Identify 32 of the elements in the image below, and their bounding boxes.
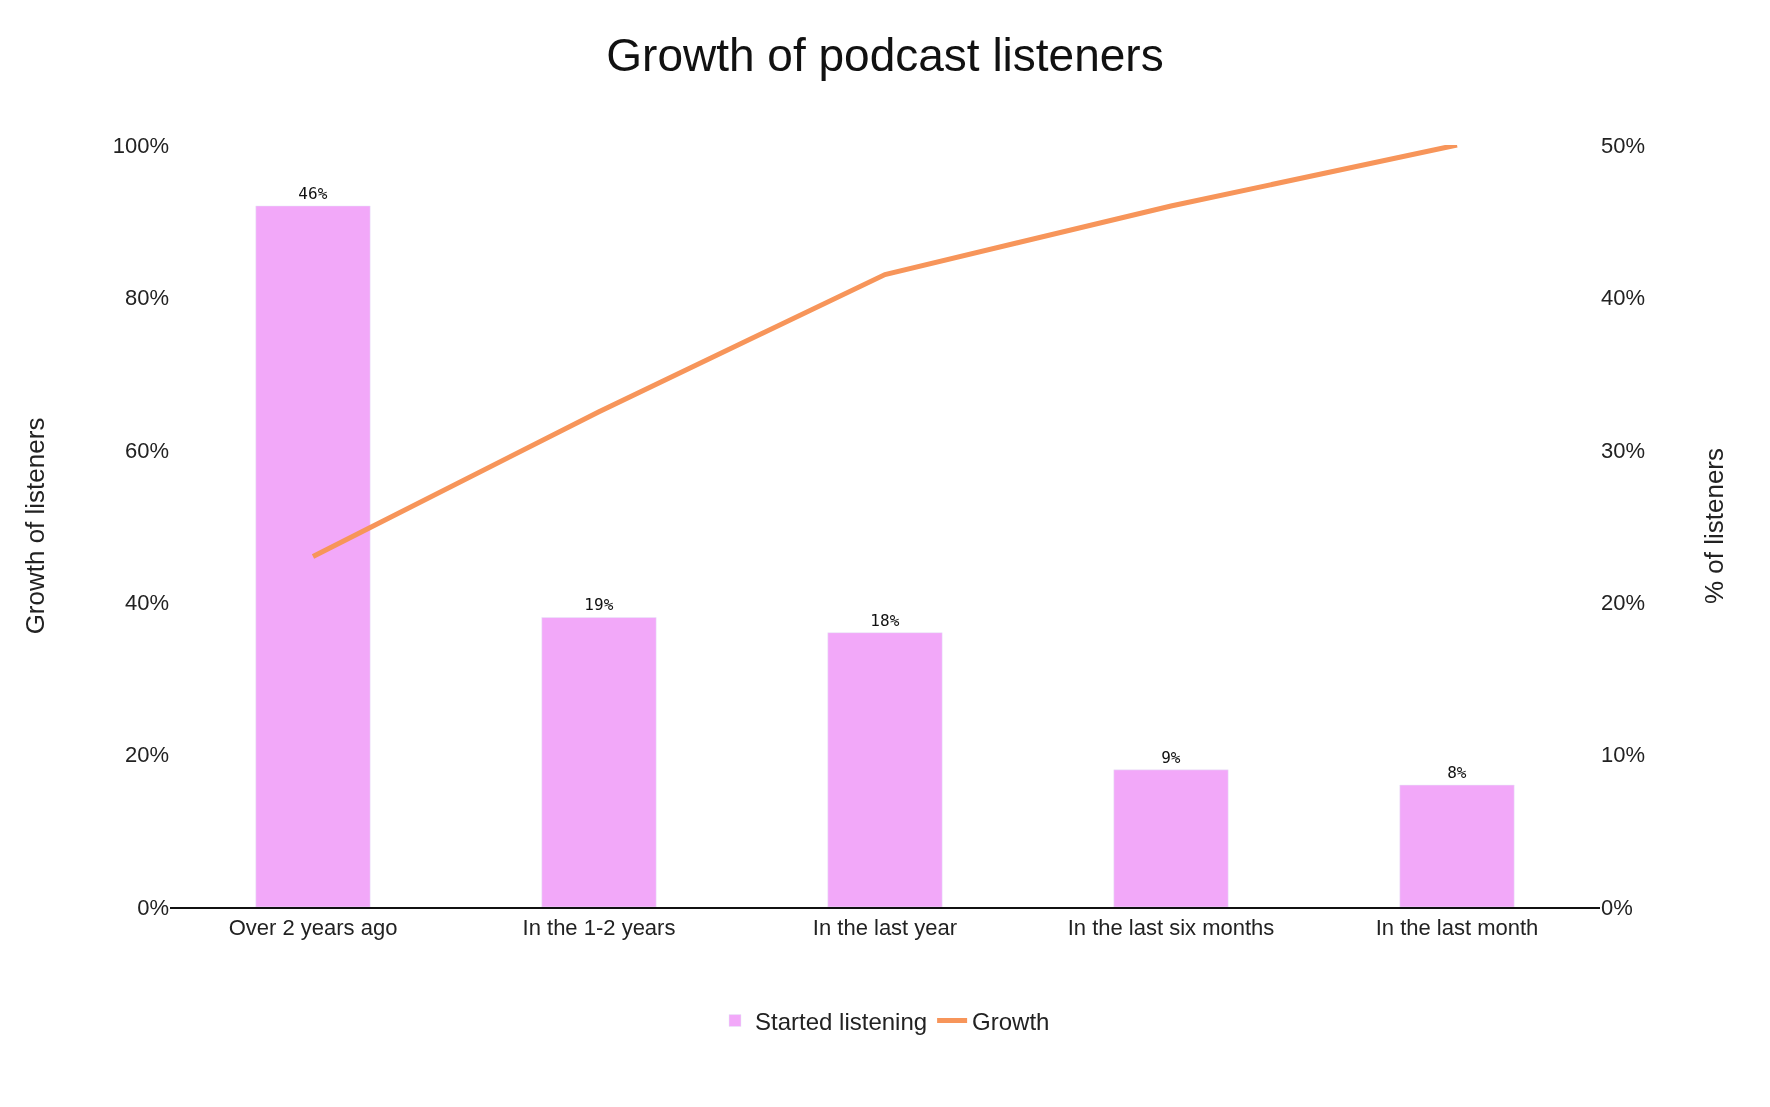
legend-label: Started listening [755, 1007, 928, 1035]
y2-tick-label: 30% [1601, 437, 1646, 463]
y-tick-label: 100% [112, 132, 169, 158]
data-label: 19% [584, 595, 614, 615]
data-label: 46% [298, 183, 328, 203]
bar [1113, 769, 1229, 907]
chart-title: Growth of podcast listeners [606, 28, 1164, 81]
y-tick-label: 80% [124, 285, 169, 311]
x-tick-label: In the 1-2 years [522, 915, 676, 941]
y-tick-label: 0% [137, 894, 169, 920]
y2-tick-label: 50% [1601, 132, 1646, 158]
y2-axis-title: % of listeners [1698, 447, 1729, 605]
bar [255, 205, 371, 907]
x-tick-label: Over 2 years ago [228, 915, 398, 941]
x-tick-label: In the last month [1375, 915, 1539, 941]
y-tick-label: 20% [124, 742, 169, 768]
y2-tick-label: 20% [1601, 589, 1646, 615]
y2-tick-label: 10% [1601, 742, 1646, 768]
x-tick-label: In the last six months [1067, 915, 1275, 941]
x-tick-label: In the last year [812, 915, 958, 941]
y-tick-label: 40% [124, 589, 169, 615]
y2-tick-label: 40% [1601, 285, 1646, 311]
y-axis-title: Growth of listeners [20, 417, 51, 635]
y-tick-label: 60% [124, 437, 169, 463]
bar [541, 617, 657, 907]
data-label: 9% [1161, 747, 1181, 767]
bar [1399, 784, 1515, 907]
data-label: 18% [870, 610, 900, 630]
data-label: 8% [1447, 763, 1467, 783]
bar [827, 632, 943, 907]
legend-label: Growth [972, 1007, 1050, 1035]
y2-tick-label: 0% [1601, 894, 1633, 920]
